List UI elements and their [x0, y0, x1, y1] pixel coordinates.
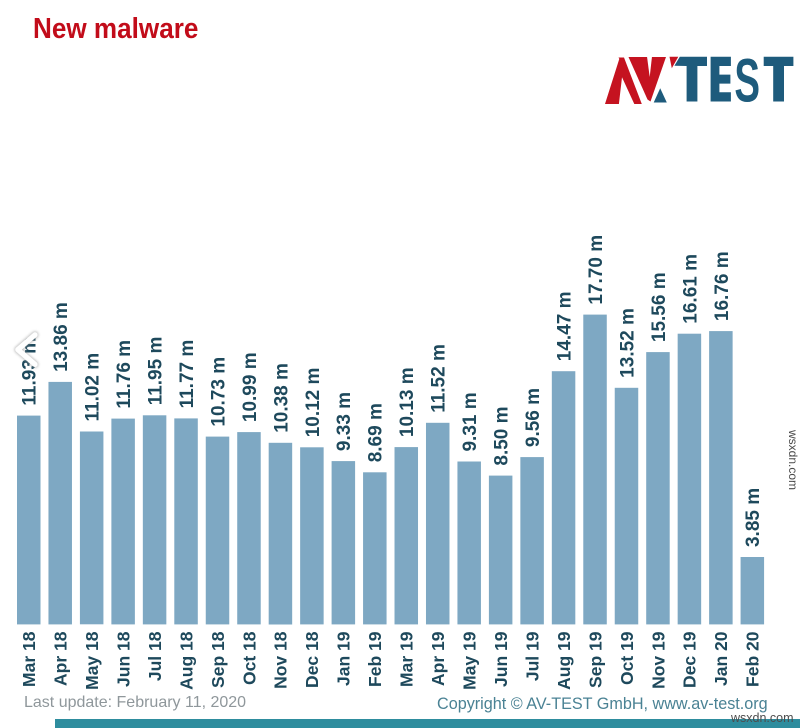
svg-text:Apr 18: Apr 18	[51, 631, 71, 686]
svg-text:13.52 m: 13.52 m	[617, 308, 638, 378]
svg-text:10.99 m: 10.99 m	[240, 352, 261, 422]
svg-text:Mar 18: Mar 18	[19, 631, 39, 687]
svg-text:Feb 20: Feb 20	[743, 631, 763, 687]
svg-text:S: S	[734, 46, 760, 114]
svg-text:Apr 19: Apr 19	[428, 631, 448, 686]
svg-text:9.33 m: 9.33 m	[334, 392, 355, 451]
svg-text:Jan 20: Jan 20	[711, 631, 731, 686]
svg-text:Feb 19: Feb 19	[365, 631, 385, 687]
svg-text:3.85 m: 3.85 m	[743, 488, 764, 547]
svg-text:Sep 19: Sep 19	[585, 631, 605, 688]
svg-text:Jun 19: Jun 19	[491, 631, 511, 687]
svg-text:Sep 18: Sep 18	[208, 631, 228, 688]
svg-text:Nov 18: Nov 18	[271, 631, 291, 689]
svg-text:Nov 19: Nov 19	[648, 631, 668, 689]
svg-text:17.70 m: 17.70 m	[586, 235, 607, 305]
svg-text:10.12 m: 10.12 m	[303, 368, 324, 438]
svg-text:10.73 m: 10.73 m	[208, 357, 229, 427]
svg-text:Dec 19: Dec 19	[680, 631, 700, 688]
svg-text:11.95 m: 11.95 m	[145, 337, 166, 406]
svg-text:Oct 18: Oct 18	[239, 631, 259, 685]
svg-text:Jan 19: Jan 19	[334, 631, 354, 686]
svg-text:14.47 m: 14.47 m	[554, 291, 575, 361]
svg-text:Jun 18: Jun 18	[113, 631, 133, 687]
svg-text:9.56 m: 9.56 m	[523, 388, 544, 447]
svg-text:11.76 m: 11.76 m	[114, 340, 135, 409]
svg-text:Dec 18: Dec 18	[302, 631, 322, 688]
svg-text:Aug 19: Aug 19	[554, 631, 574, 690]
svg-text:16.61 m: 16.61 m	[680, 254, 701, 324]
svg-text:Aug 18: Aug 18	[176, 631, 196, 690]
svg-text:11.52 m: 11.52 m	[429, 344, 450, 413]
svg-text:16.76 m: 16.76 m	[712, 251, 733, 321]
svg-text:Mar 19: Mar 19	[397, 631, 417, 687]
svg-text:Jul 18: Jul 18	[145, 631, 165, 681]
svg-text:10.38 m: 10.38 m	[271, 363, 292, 433]
svg-text:13.86 m: 13.86 m	[51, 302, 72, 372]
svg-text:11.02 m: 11.02 m	[83, 353, 104, 422]
svg-text:10.13 m: 10.13 m	[397, 367, 418, 437]
svg-text:8.50 m: 8.50 m	[492, 406, 513, 465]
svg-text:May 18: May 18	[82, 631, 102, 690]
svg-text:Oct 19: Oct 19	[617, 631, 637, 685]
svg-text:8.69 m: 8.69 m	[366, 403, 387, 462]
svg-text:9.31 m: 9.31 m	[460, 392, 481, 451]
svg-text:11.77 m: 11.77 m	[177, 340, 198, 409]
svg-text:15.56 m: 15.56 m	[649, 272, 670, 342]
svg-text:May 19: May 19	[459, 631, 479, 690]
svg-text:Jul 19: Jul 19	[522, 631, 542, 681]
